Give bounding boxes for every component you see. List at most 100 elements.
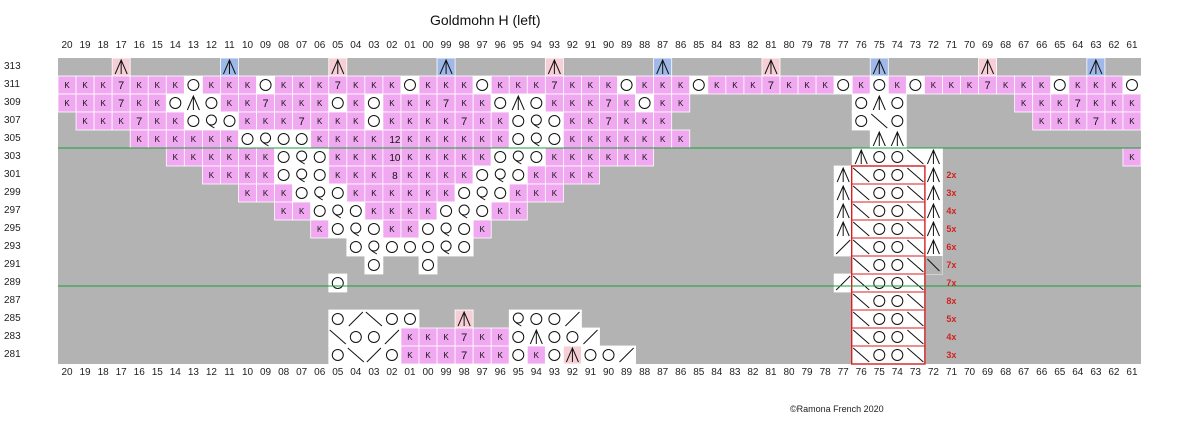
yarn-over-icon xyxy=(458,187,471,199)
stitch-cell xyxy=(220,57,239,77)
seven-icon: 7 xyxy=(335,80,341,92)
knit-icon: K xyxy=(498,117,504,126)
double-decrease-icon xyxy=(529,328,543,345)
column-label: 05 xyxy=(332,367,344,378)
stitch-cell: K xyxy=(617,147,636,167)
column-label: 61 xyxy=(1126,367,1138,378)
yarn-over-icon xyxy=(277,133,290,145)
stitch-cell: K xyxy=(1122,93,1142,113)
yarn-over-icon xyxy=(891,169,904,181)
knit-icon: K xyxy=(678,135,684,144)
column-label: 99 xyxy=(440,367,452,378)
column-label: 13 xyxy=(187,367,199,378)
yarn-over-icon xyxy=(331,97,344,109)
right-slant-decrease-icon xyxy=(365,311,383,327)
knit-icon: K xyxy=(534,189,540,198)
column-label: 10 xyxy=(241,40,254,51)
left-slant-decrease-icon xyxy=(835,239,851,255)
knit-icon: K xyxy=(1093,81,1099,90)
stitch-cell: 7 xyxy=(454,345,474,365)
right-slant-decrease-icon xyxy=(907,185,924,201)
column-label: 75 xyxy=(873,367,885,378)
stitch-cell xyxy=(183,93,203,113)
stitch-cell: K xyxy=(328,111,348,131)
double-decrease-icon xyxy=(981,58,995,75)
left-slant-decrease-icon xyxy=(565,311,580,327)
stitch-cell: K xyxy=(57,93,77,113)
stitch-cell: K xyxy=(599,129,618,149)
stitch-cell: K xyxy=(165,129,185,149)
knit-icon: K xyxy=(137,81,143,90)
stitch-cell: K xyxy=(238,93,257,113)
stitch-cell: K xyxy=(165,111,185,131)
stitch-cell: K xyxy=(508,75,528,95)
knit-icon: K xyxy=(407,189,413,198)
knit-icon: K xyxy=(191,135,197,144)
knit-icon: K xyxy=(245,81,251,90)
double-decrease-icon xyxy=(890,130,904,147)
stitch-cell: K xyxy=(75,111,95,131)
knit-icon: K xyxy=(155,117,161,126)
knit-icon: K xyxy=(606,153,612,162)
stitch-cell: K xyxy=(400,111,420,131)
row-label: 293 xyxy=(4,241,21,252)
column-label: 03 xyxy=(368,367,380,378)
yarn-over-icon xyxy=(873,259,886,271)
yarn-over-icon xyxy=(891,349,904,361)
knit-icon: K xyxy=(443,81,449,90)
double-decrease-icon xyxy=(926,202,940,219)
stitch-cell: K xyxy=(436,111,456,131)
column-label: 15 xyxy=(151,367,163,378)
yarn-over-icon xyxy=(331,349,344,361)
stitch-cell xyxy=(490,165,510,185)
stitch-cell: 10 xyxy=(382,147,402,167)
stitch-cell: K xyxy=(436,165,456,185)
stitch-cell xyxy=(887,165,907,185)
knit-icon: K xyxy=(480,153,486,162)
stitch-cell xyxy=(183,75,203,95)
stitch-cell: K xyxy=(238,183,257,203)
knit-icon: K xyxy=(407,99,413,108)
twisted-stitch-icon xyxy=(368,240,380,252)
knit-icon: K xyxy=(1111,81,1117,90)
knit-icon: K xyxy=(443,351,449,360)
stitch-cell: K xyxy=(310,219,330,239)
seven-icon: 7 xyxy=(118,80,124,92)
knit-icon: K xyxy=(82,99,88,108)
knit-icon: K xyxy=(552,99,558,108)
knit-icon: K xyxy=(353,171,359,180)
knit-icon: K xyxy=(443,333,449,342)
double-decrease-icon xyxy=(764,58,778,75)
knit-icon: K xyxy=(480,225,486,234)
right-slant-decrease-icon xyxy=(852,257,870,273)
yarn-over-icon xyxy=(530,313,543,325)
column-label: 68 xyxy=(1000,367,1012,378)
stitch-cell xyxy=(454,309,474,329)
row-label: 311 xyxy=(4,79,20,90)
stitch-cell: K xyxy=(779,75,799,95)
stitch-cell: K xyxy=(274,111,294,131)
knit-icon: K xyxy=(407,117,413,126)
stitch-cell: K xyxy=(93,111,113,131)
count-label: 8 xyxy=(392,171,398,182)
stitch-cell: K xyxy=(400,345,420,365)
stitch-cell xyxy=(869,345,889,365)
stitch-cell: K xyxy=(400,219,420,239)
column-label: 01 xyxy=(404,40,416,51)
stitch-cell xyxy=(905,291,925,311)
stitch-cell xyxy=(508,327,528,347)
stitch-cell: K xyxy=(508,183,528,203)
knit-icon: K xyxy=(100,81,106,90)
stitch-cell xyxy=(526,111,546,131)
yarn-over-icon xyxy=(331,223,344,235)
knit-icon: K xyxy=(209,81,215,90)
stitch-cell: K xyxy=(526,75,546,95)
stitch-cell xyxy=(869,255,889,275)
double-decrease-icon xyxy=(836,220,850,237)
knit-icon: K xyxy=(570,153,576,162)
knit-icon: K xyxy=(461,99,467,108)
stitch-cell: K xyxy=(581,165,600,185)
stitch-cell xyxy=(364,255,384,275)
column-label: 62 xyxy=(1108,367,1120,378)
knit-icon: K xyxy=(317,225,323,234)
